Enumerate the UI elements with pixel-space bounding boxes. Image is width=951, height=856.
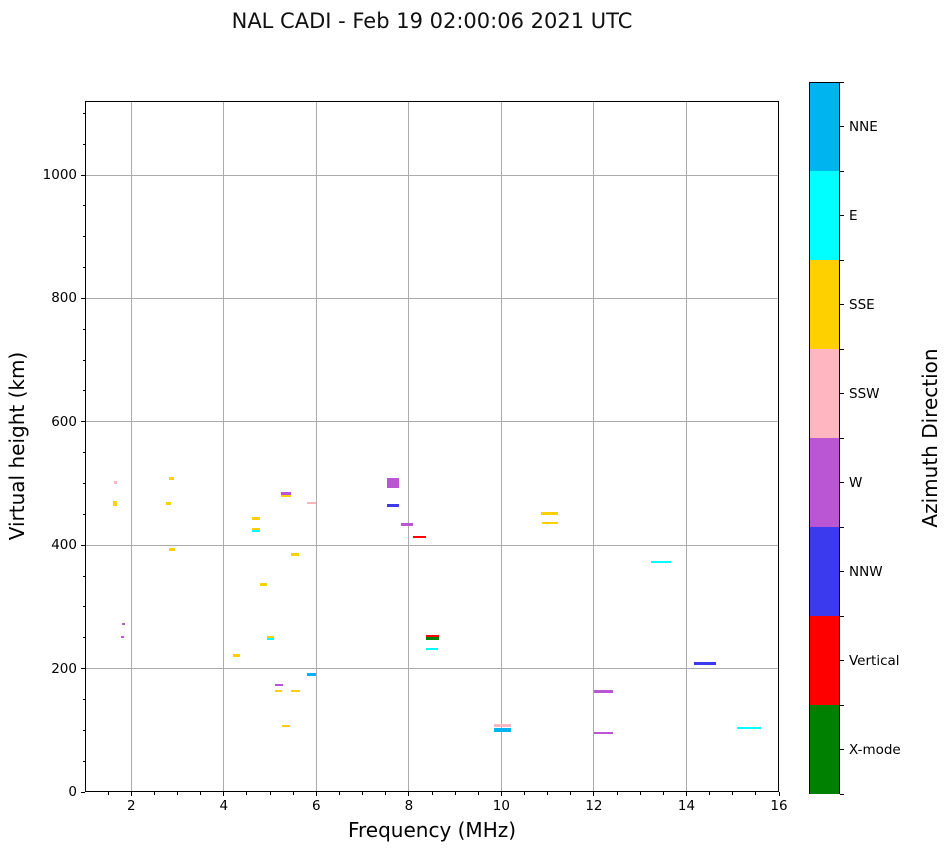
colorbar-tick (840, 215, 844, 216)
gridline-y-600 (86, 421, 778, 423)
gridline-x-4 (223, 102, 225, 791)
gridline-x-12 (593, 102, 595, 791)
gridline-x-2 (130, 102, 132, 791)
x-tick (315, 792, 317, 796)
x-tick (246, 792, 248, 795)
x-tick (385, 792, 387, 795)
legend-label-nne: NNE (849, 118, 878, 135)
colorbar-tick (840, 660, 844, 661)
gridline-y-800 (86, 297, 778, 299)
x-tick (616, 792, 618, 795)
gridline-x-8 (408, 102, 410, 791)
x-tick (130, 792, 132, 796)
colorbar-segment-x-mode (810, 704, 839, 794)
x-tick-label: 6 (312, 798, 321, 814)
x-tick-label: 10 (492, 798, 510, 814)
x-tick (200, 792, 202, 795)
colorbar-segment-nne (810, 83, 839, 172)
legend-label-nnw: NNW (849, 563, 883, 580)
x-tick (107, 792, 109, 795)
x-tick (547, 792, 549, 795)
legend-label-vertical: Vertical (849, 652, 900, 669)
x-tick (292, 792, 294, 795)
y-tick-label: 800 (51, 290, 77, 307)
x-tick (732, 792, 734, 795)
x-tick (454, 792, 456, 795)
colorbar-tick (840, 526, 844, 528)
y-tick-label: 1000 (42, 167, 77, 184)
x-tick (685, 792, 687, 796)
x-tick-label: 8 (404, 798, 414, 814)
colorbar-tick (840, 793, 844, 795)
colorbar-tick (840, 170, 844, 172)
gridline-x-14 (685, 102, 687, 791)
gridline-y-200 (86, 668, 778, 670)
colorbar-tick (840, 304, 844, 305)
x-tick-label: 12 (585, 798, 603, 814)
x-tick (709, 792, 711, 795)
y-tick-label: 0 (68, 784, 77, 800)
x-tick-label: 16 (770, 798, 788, 814)
colorbar-segment-nnw (810, 526, 839, 616)
x-tick (778, 792, 780, 796)
x-tick-label: 4 (219, 798, 229, 814)
x-tick-label: 2 (126, 798, 136, 814)
x-tick (755, 792, 757, 795)
x-tick (408, 792, 410, 796)
colorbar-tick (840, 348, 844, 350)
gridline-y-400 (86, 544, 778, 546)
x-tick (177, 792, 179, 795)
colorbar-segment-sse (810, 259, 839, 349)
x-tick (477, 792, 479, 795)
x-tick (223, 792, 225, 796)
gridline-x-6 (315, 102, 317, 791)
x-tick-label: 14 (677, 798, 696, 814)
colorbar-tick (840, 437, 844, 439)
colorbar-tick (840, 259, 844, 261)
colorbar (809, 82, 840, 794)
legend-label-x-mode: X-mode (849, 741, 901, 758)
x-tick (593, 792, 595, 796)
colorbar-segment-ssw (810, 348, 839, 438)
x-tick (153, 792, 155, 795)
gridline-y-1000 (86, 174, 778, 176)
chart-title: NAL CADI - Feb 19 02:00:06 2021 UTC (231, 9, 633, 33)
legend-label-w: W (849, 474, 863, 491)
colorbar-segment-w (810, 437, 839, 527)
x-tick (570, 792, 572, 795)
colorbar-segment-e (810, 170, 839, 260)
x-axis-label: Frequency (MHz) (347, 818, 517, 842)
y-axis-label: Virtual height (km) (5, 351, 29, 541)
plot-area (85, 101, 779, 792)
x-tick (269, 792, 271, 795)
legend-label-e: E (849, 207, 858, 224)
x-tick (662, 792, 664, 795)
colorbar-tick (840, 482, 844, 483)
x-tick (639, 792, 641, 795)
colorbar-tick (840, 393, 844, 394)
colorbar-tick (840, 81, 844, 83)
legend-label-sse: SSE (849, 296, 875, 313)
colorbar-tick (840, 571, 844, 572)
colorbar-tick (840, 126, 844, 127)
x-tick (524, 792, 526, 795)
y-tick-label: 200 (51, 660, 77, 677)
x-tick (431, 792, 433, 795)
colorbar-tick (840, 749, 844, 750)
x-tick (362, 792, 364, 795)
colorbar-title: Azimuth Direction (918, 348, 942, 528)
colorbar-tick (840, 704, 844, 706)
x-tick (500, 792, 502, 796)
colorbar-tick (840, 615, 844, 617)
gridline-x-10 (500, 102, 502, 791)
x-tick (338, 792, 340, 795)
legend-label-ssw: SSW (849, 385, 880, 402)
colorbar-segment-vertical (810, 615, 839, 705)
